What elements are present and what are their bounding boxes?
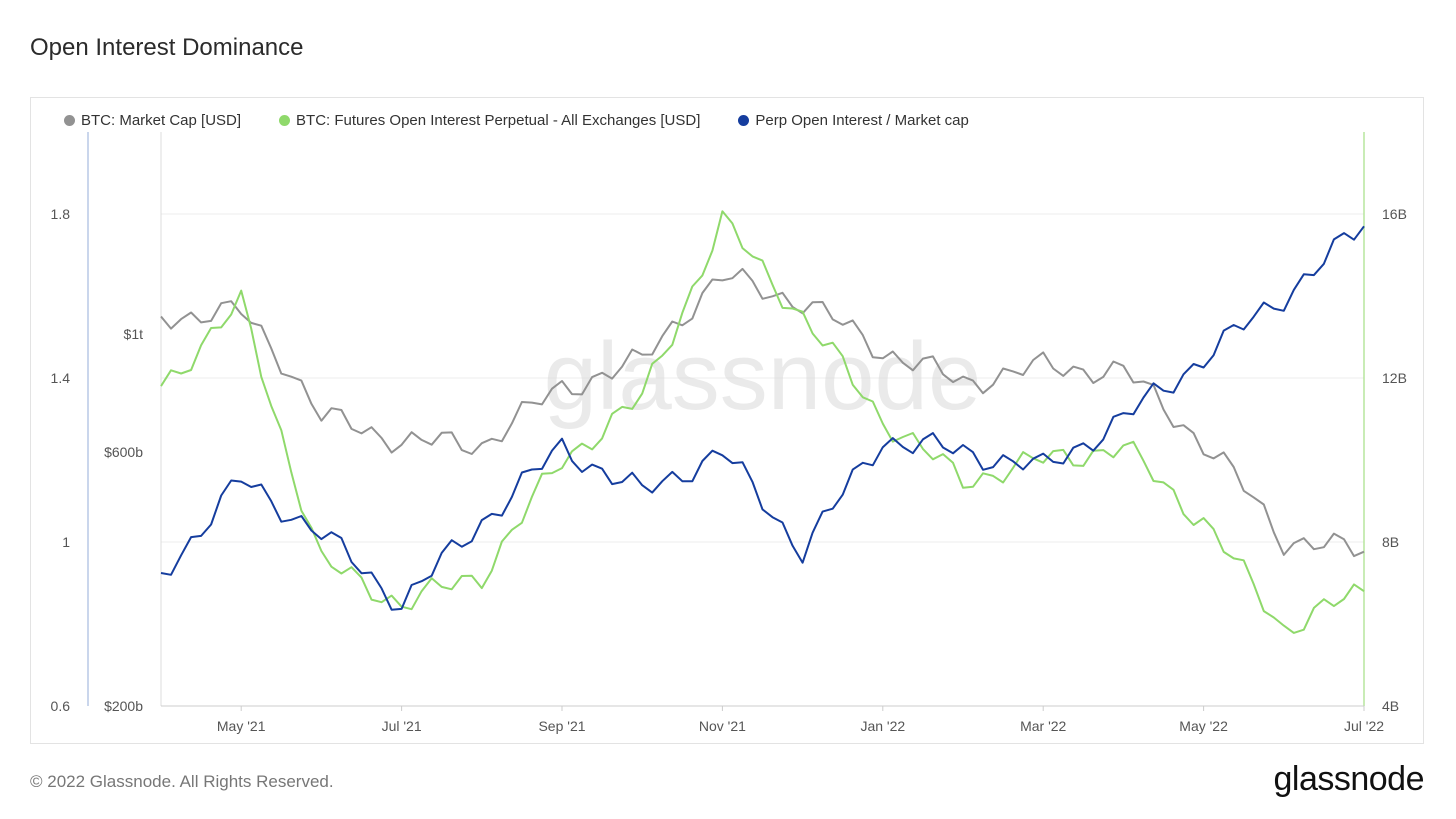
chart-panel: [30, 97, 1424, 744]
oi-tick-label: 8B: [1382, 534, 1399, 550]
legend-label-market-cap: BTC: Market Cap [USD]: [81, 111, 242, 129]
market-cap-tick-label: $200b: [104, 698, 143, 714]
x-tick-label: Jul '22: [1344, 718, 1384, 734]
ratio-tick-label: 1: [62, 534, 70, 550]
legend-item-market-cap[interactable]: BTC: Market Cap [USD]: [64, 112, 241, 129]
x-tick-label: Jul '21: [382, 718, 422, 734]
market-cap-line: [160, 267, 1365, 558]
watermark-text: glassnode: [544, 323, 982, 430]
oi-tick-label: 12B: [1382, 370, 1407, 386]
legend-item-ratio[interactable]: Perp Open Interest / Market cap: [738, 111, 969, 129]
legend-dot-ratio: [738, 114, 750, 126]
copyright-text: © 2022 Glassnode. All Rights Reserved.: [30, 772, 334, 791]
glassnode-logo: glassnode: [1273, 760, 1424, 798]
ratio-tick-label: 0.6: [51, 698, 71, 714]
oi-tick-label: 16B: [1382, 206, 1407, 222]
legend-dot-market-cap: [64, 114, 75, 126]
legend-dot-open-interest: [279, 114, 291, 126]
x-tick-label: Nov '21: [699, 718, 746, 734]
x-tick-label: Sep '21: [538, 718, 585, 734]
chart-title: Open Interest Dominance: [30, 34, 304, 61]
oi-tick-label: 4B: [1382, 698, 1399, 714]
ratio-tick-label: 1.8: [51, 206, 71, 222]
ratio-tick-label: 1.4: [51, 370, 71, 386]
legend-label-ratio: Perp Open Interest / Market cap: [755, 111, 969, 129]
market-cap-tick-label: $1t: [124, 326, 144, 342]
market-cap-tick-label: $600b: [104, 444, 143, 460]
chart-legend: BTC: Market Cap [USD] BTC: Futures Open …: [64, 110, 1007, 130]
x-tick-label: May '21: [217, 718, 266, 734]
x-tick-label: Mar '22: [1020, 718, 1066, 734]
ratio-line: [160, 225, 1365, 611]
legend-item-open-interest[interactable]: BTC: Futures Open Interest Perpetual - A…: [279, 112, 700, 129]
x-tick-label: Jan '22: [860, 718, 905, 734]
x-tick-label: May '22: [1179, 718, 1228, 734]
open-interest-line: [160, 210, 1365, 634]
legend-label-open-interest: BTC: Futures Open Interest Perpetual - A…: [296, 111, 701, 129]
